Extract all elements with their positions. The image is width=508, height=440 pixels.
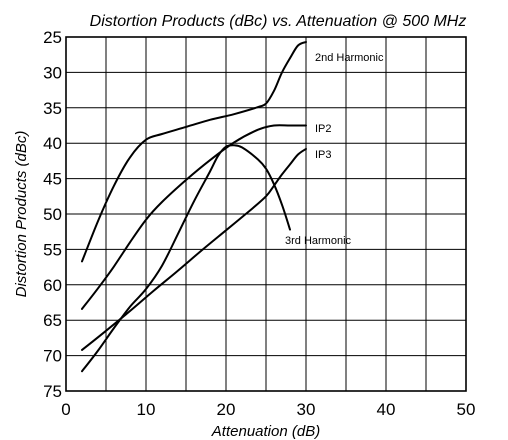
grid bbox=[66, 37, 466, 391]
y-axis-label: Distortion Products (dBc) bbox=[13, 131, 30, 298]
x-tick-label: 20 bbox=[217, 400, 236, 419]
series-label-ip3: IP3 bbox=[315, 149, 332, 161]
tick-labels: 0 10 20 30 40 50 25 30 35 40 45 50 55 60 65 70 75 bbox=[43, 28, 475, 419]
x-tick-label: 10 bbox=[137, 400, 156, 419]
x-tick-label: 40 bbox=[377, 400, 396, 419]
series-layer bbox=[81, 41, 307, 373]
x-tick-label: 0 bbox=[61, 400, 70, 419]
series-label-3rd-harmonic: 3rd Harmonic bbox=[285, 235, 352, 247]
y-tick-label: 25 bbox=[43, 28, 62, 47]
y-tick-label: 60 bbox=[43, 276, 62, 295]
x-axis-label: Attenuation (dB) bbox=[211, 423, 320, 440]
y-tick-label: 30 bbox=[43, 63, 62, 82]
series-line-ip2 bbox=[81, 124, 307, 310]
series-label-ip2: IP2 bbox=[315, 123, 332, 135]
y-tick-label: 40 bbox=[43, 134, 62, 153]
y-tick-label: 55 bbox=[43, 240, 62, 259]
x-tick-label: 30 bbox=[297, 400, 316, 419]
y-tick-label: 50 bbox=[43, 205, 62, 224]
y-tick-label: 75 bbox=[43, 382, 62, 401]
series-label-2nd-harmonic: 2nd Harmonic bbox=[315, 52, 384, 64]
y-tick-label: 45 bbox=[43, 170, 62, 189]
series-labels: 2nd Harmonic IP2 IP3 3rd Harmonic bbox=[285, 52, 384, 247]
y-tick-label: 65 bbox=[43, 311, 62, 330]
series-line-ip3 bbox=[81, 147, 307, 351]
series-line-2nd-harmonic bbox=[81, 41, 307, 263]
series-line-3rd-harmonic bbox=[81, 144, 291, 373]
plot-frame bbox=[65, 36, 467, 392]
y-tick-label: 35 bbox=[43, 99, 62, 118]
x-tick-label: 50 bbox=[457, 400, 476, 419]
y-tick-label: 70 bbox=[43, 347, 62, 366]
chart-title: Distortion Products (dBc) vs. Attenuatio… bbox=[90, 13, 467, 30]
